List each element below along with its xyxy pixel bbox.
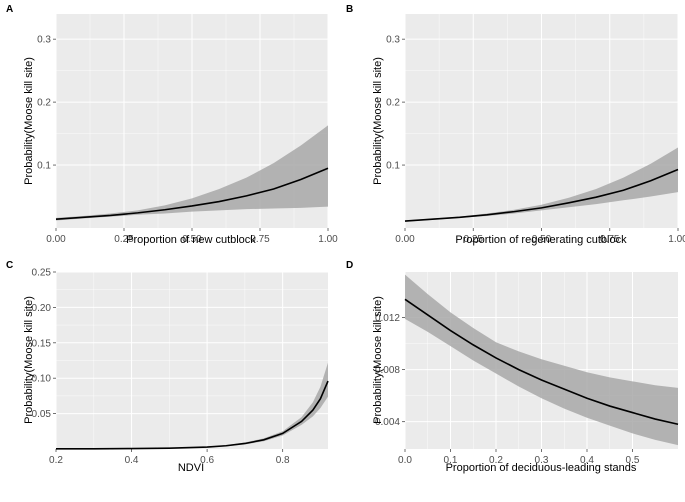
y-tick-label: 0.15 (32, 338, 52, 349)
y-tick-label: 0.2 (37, 98, 51, 109)
x-tick-label: 0.4 (580, 455, 594, 466)
x-tick-label: 0.25 (464, 234, 484, 245)
y-axis-label: Probability(Moose kill site) (23, 296, 35, 424)
y-tick-label: 0.3 (37, 35, 51, 46)
fitted-curve (404, 298, 679, 426)
confidence-band (56, 125, 328, 221)
y-tick-label: 0.25 (32, 268, 52, 279)
y-tick-label: 0.20 (32, 303, 52, 314)
x-tick-label: 0.0 (398, 455, 412, 466)
y-tick-label: 0.012 (375, 313, 400, 324)
x-axis-label: Proportion of new cutblock (126, 234, 256, 246)
x-tick-label: 0.4 (125, 455, 139, 466)
x-tick-label: 0.25 (114, 234, 134, 245)
y-tick-label: 0.008 (375, 365, 400, 376)
x-tick-label: 0.3 (535, 455, 549, 466)
x-axis-label: NDVI (178, 462, 204, 474)
y-axis-label: Probability(Moose kill site) (23, 57, 35, 185)
x-tick-label: 0.6 (200, 455, 214, 466)
y-axis-label: Probability(Moose kill site) (372, 57, 384, 185)
x-tick-label: 0.75 (250, 234, 270, 245)
y-tick-label: 0.10 (32, 374, 52, 385)
x-tick-label: 1.00 (318, 234, 338, 245)
x-tick-label: 0.5 (626, 455, 640, 466)
panel-label: A (6, 4, 13, 15)
x-tick-label: 0.00 (395, 234, 415, 245)
y-tick-label: 0.2 (386, 98, 400, 109)
y-tick-label: 0.1 (386, 161, 400, 172)
panel-d: 0.0 0.1 0.2 0.3 0.4 0.5 0.004 0.008 0.012 Proport… (346, 260, 679, 474)
fitted-curve (55, 380, 329, 450)
x-tick-label: 0.2 (49, 455, 63, 466)
y-tick-label: 0.05 (32, 409, 52, 420)
confidence-band (405, 147, 678, 222)
panel-label: B (346, 4, 353, 15)
x-tick-label: 0.1 (444, 455, 458, 466)
x-axis-label: Proportion of regenerating cutblock (455, 234, 627, 246)
x-tick-label: 0.75 (600, 234, 620, 245)
panel-label: C (6, 260, 13, 271)
panel-c: 0.2 0.4 0.6 0.8 0.05 0.10 0.15 0.20 0.25 NDVI Prob… (6, 260, 329, 474)
confidence-band (405, 274, 678, 446)
panel-a: 0.00 0.25 0.50 0.75 1.00 0.1 0.2 0.3 Proportion … (6, 4, 338, 246)
x-tick-label: 0.2 (489, 455, 503, 466)
panel-label: D (346, 260, 353, 271)
panel-b: 0.00 0.25 0.50 0.75 1.00 0.1 0.2 0.3 Proportion … (346, 4, 685, 246)
x-tick-label: 0.8 (276, 455, 290, 466)
x-tick-label: 0.50 (532, 234, 552, 245)
y-tick-label: 0.1 (37, 161, 51, 172)
x-tick-label: 1.00 (668, 234, 685, 245)
x-tick-label: 0.00 (46, 234, 66, 245)
fitted-curve (55, 167, 329, 220)
x-tick-label: 0.50 (182, 234, 202, 245)
y-axis-label: Probability(Moose kill site) (372, 296, 384, 424)
y-tick-label: 0.004 (375, 417, 400, 428)
fitted-curve (404, 168, 679, 222)
y-tick-label: 0.3 (386, 35, 400, 46)
x-axis-label: Proportion of deciduous-leading stands (446, 462, 637, 474)
